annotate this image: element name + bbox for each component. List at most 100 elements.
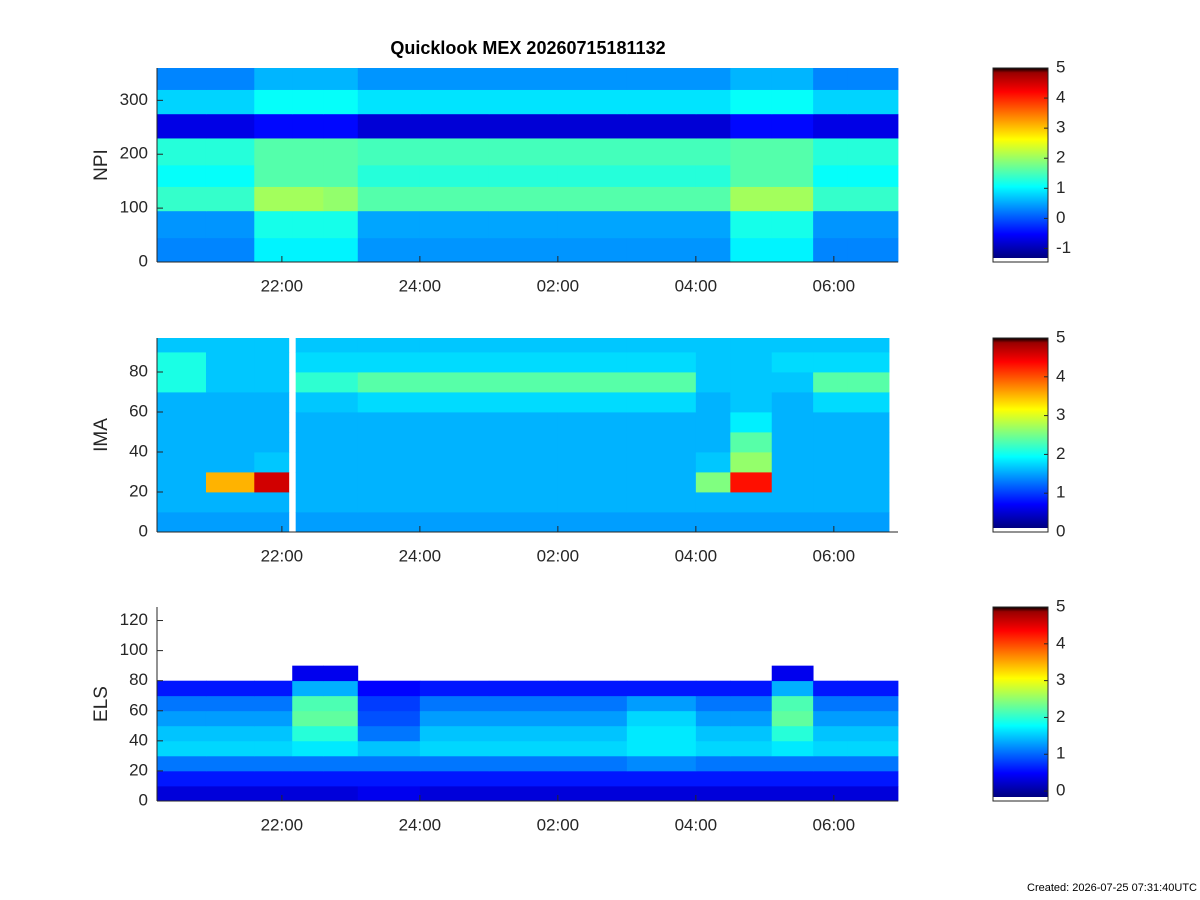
heatmap-cell: [813, 113, 849, 139]
heatmap-cell: [626, 680, 697, 697]
heatmap-cell: [157, 680, 207, 697]
colorbar-frame: [992, 606, 1049, 802]
heatmap-cell: [847, 492, 890, 513]
heatmap-cell: [557, 68, 628, 90]
x-tick-label: 06:00: [813, 276, 856, 295]
heatmap-cell: [557, 785, 628, 802]
heatmap-cell: [254, 412, 290, 433]
heatmap-cell: [847, 785, 899, 802]
heatmap-cell: [295, 472, 359, 493]
heatmap-cell: [488, 186, 559, 212]
heatmap-cell: [813, 452, 849, 473]
heatmap-cell: [357, 710, 421, 727]
heatmap-cell: [488, 740, 559, 757]
x-tick-label: 02:00: [537, 276, 580, 295]
heatmap-cell: [292, 165, 324, 187]
heatmap-cell: [730, 740, 773, 757]
heatmap-cell: [813, 472, 849, 493]
heatmap-cell: [695, 138, 731, 166]
heatmap-cell: [557, 352, 628, 373]
heatmap-cell: [205, 372, 255, 393]
heatmap-cell: [626, 452, 697, 473]
y-tick-label: 100: [120, 640, 148, 659]
heatmap-cell: [771, 412, 814, 433]
colorbar: [993, 607, 1048, 797]
heatmap-cell: [813, 512, 849, 533]
heatmap-cell: [292, 710, 324, 727]
heatmap-cell: [730, 68, 773, 90]
heatmap-cell: [254, 755, 293, 772]
heatmap-cell: [254, 770, 293, 787]
heatmap-cell: [488, 138, 559, 166]
chart-title: Quicklook MEX 20260715181132: [390, 38, 665, 58]
y-tick-label: 100: [120, 198, 148, 217]
y-tick-label: 0: [139, 790, 148, 809]
heatmap-cell: [157, 412, 207, 433]
heatmap-cell: [357, 186, 421, 212]
heatmap-cell: [205, 472, 255, 493]
colorbar-tick-label: 0: [1056, 521, 1065, 540]
heatmap-cell: [254, 695, 293, 712]
heatmap-cell: [488, 237, 559, 263]
heatmap-cell: [847, 472, 890, 493]
heatmap-cell: [357, 725, 421, 742]
heatmap-cell: [813, 710, 849, 727]
heatmap-cell: [771, 372, 814, 393]
heatmap-cell: [695, 186, 731, 212]
heatmap-cell: [254, 165, 293, 187]
heatmap-cell: [205, 68, 255, 90]
heatmap-cell: [419, 472, 490, 493]
heatmap-cell: [847, 412, 890, 433]
heatmap-cell: [157, 432, 207, 453]
heatmap-cell: [205, 512, 255, 533]
heatmap-cell: [488, 710, 559, 727]
heatmap-cell: [626, 165, 697, 187]
heatmap-cell: [847, 432, 890, 453]
heatmap-cell: [557, 512, 628, 533]
heatmap-cell: [254, 785, 293, 802]
heatmap-cell: [254, 725, 293, 742]
heatmap-cell: [771, 392, 814, 413]
colorbar-tick-label: 1: [1056, 483, 1065, 502]
colorbar-tick-label: -1: [1056, 238, 1071, 257]
x-tick-label: 24:00: [399, 815, 442, 834]
heatmap-cell: [205, 89, 255, 115]
heatmap-cell: [157, 770, 207, 787]
heatmap-cell: [157, 755, 207, 772]
heatmap-cell: [771, 452, 814, 473]
heatmap-cell: [695, 472, 731, 493]
heatmap-cell: [292, 725, 324, 742]
heatmap-cell: [323, 665, 359, 682]
heatmap-cell: [695, 492, 731, 513]
heatmap-cell: [626, 138, 697, 166]
heatmap-cell: [626, 392, 697, 413]
heatmap-cell: [419, 113, 490, 139]
colorbar-tick-label: 3: [1056, 118, 1065, 137]
heatmap-cell: [292, 186, 324, 212]
heatmap-cell: [292, 785, 324, 802]
y-tick-label: 40: [129, 730, 148, 749]
heatmap-cell: [157, 740, 207, 757]
heatmap-cell: [419, 695, 490, 712]
heatmap-cell: [488, 785, 559, 802]
colorbar-tick-label: 2: [1056, 707, 1065, 726]
heatmap-cell: [626, 695, 697, 712]
heatmap-cell: [557, 237, 628, 263]
heatmap-cell: [557, 740, 628, 757]
y-tick-label: 120: [120, 610, 148, 629]
heatmap-cell: [847, 186, 899, 212]
heatmap-cell: [488, 770, 559, 787]
heatmap-cell: [254, 210, 293, 239]
heatmap-cell: [323, 113, 359, 139]
heatmap-cell: [813, 740, 849, 757]
heatmap-cell: [323, 725, 359, 742]
heatmap-cell: [254, 186, 293, 212]
heatmap-cell: [205, 352, 255, 373]
heatmap-cell: [557, 472, 628, 493]
heatmap-cell: [323, 785, 359, 802]
heatmap-cell: [323, 89, 359, 115]
heatmap-cell: [847, 165, 899, 187]
heatmap-cell: [771, 89, 814, 115]
heatmap-cell: [695, 68, 731, 90]
heatmap-cell: [295, 352, 359, 373]
